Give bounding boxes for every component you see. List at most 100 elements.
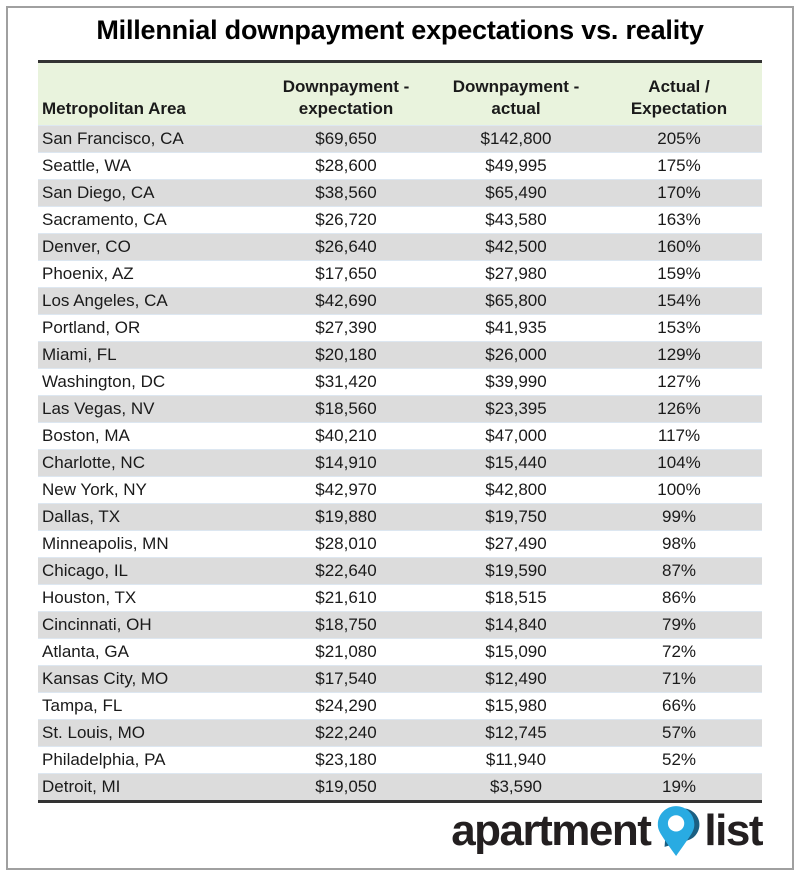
downpayment-expectation-cell: $40,210 [315, 426, 377, 445]
actual-expectation-ratio-cell: 79% [661, 615, 697, 634]
metro-cell: Kansas City, MO [42, 669, 169, 688]
downpayment-expectation-cell: $27,390 [315, 318, 377, 337]
table-row: Portland, OR $27,390 $41,935 153% [38, 314, 762, 341]
apartment-list-logo: apartment list [451, 803, 763, 859]
downpayment-expectation-cell: $20,180 [315, 345, 377, 364]
downpayment-expectation-cell: $18,750 [315, 615, 377, 634]
table-row: San Francisco, CA $69,650 $142,800 205% [38, 125, 762, 152]
table-row: Minneapolis, MN $28,010 $27,490 98% [38, 530, 762, 557]
table-row: Los Angeles, CA $42,690 $65,800 154% [38, 287, 762, 314]
metro-cell: Miami, FL [42, 345, 117, 364]
table-row: St. Louis, MO $22,240 $12,745 57% [38, 719, 762, 746]
downpayment-expectation-cell: $21,610 [315, 588, 377, 607]
downpayment-actual-cell: $15,090 [485, 642, 547, 661]
actual-expectation-ratio-cell: 154% [657, 291, 701, 310]
table-row: Chicago, IL $22,640 $19,590 87% [38, 557, 762, 584]
metro-cell: Boston, MA [42, 426, 130, 445]
actual-expectation-ratio-cell: 98% [661, 534, 697, 553]
metro-cell: Chicago, IL [42, 561, 128, 580]
actual-expectation-ratio-cell: 117% [657, 426, 701, 445]
downpayment-actual-cell: $19,750 [485, 507, 547, 526]
downpayment-expectation-cell: $18,560 [315, 399, 377, 418]
table-row: Denver, CO $26,640 $42,500 160% [38, 233, 762, 260]
metro-cell: Philadelphia, PA [42, 750, 166, 769]
actual-expectation-ratio-cell: 100% [657, 480, 701, 499]
downpayment-expectation-cell: $19,880 [315, 507, 377, 526]
metro-cell: Portland, OR [42, 318, 141, 337]
page-title: Millennial downpayment expectations vs. … [96, 15, 704, 45]
table-row: Atlanta, GA $21,080 $15,090 72% [38, 638, 762, 665]
downpayment-actual-cell: $65,800 [485, 291, 547, 310]
downpayment-expectation-cell: $31,420 [315, 372, 377, 391]
metro-cell: St. Louis, MO [42, 723, 145, 742]
metro-cell: Denver, CO [42, 237, 131, 256]
actual-expectation-ratio-cell: 19% [661, 777, 697, 796]
actual-expectation-ratio-cell: 163% [657, 210, 701, 229]
downpayment-actual-cell: $43,580 [485, 210, 547, 229]
downpayment-expectation-cell: $26,640 [315, 237, 377, 256]
data-table: Metropolitan Area Downpayment - expectatio… [38, 60, 762, 803]
downpayment-expectation-cell: $17,650 [315, 264, 377, 283]
metro-cell: San Diego, CA [42, 183, 155, 202]
table-row: Cincinnati, OH $18,750 $14,840 79% [38, 611, 762, 638]
metro-cell: Atlanta, GA [42, 642, 129, 661]
logo-word-list: list [704, 806, 763, 855]
downpayment-actual-cell: $15,440 [485, 453, 547, 472]
downpayment-actual-cell: $27,980 [485, 264, 547, 283]
downpayment-actual-cell: $42,500 [485, 237, 547, 256]
metro-cell: San Francisco, CA [42, 129, 184, 148]
column-header-actual: Downpayment - actual [452, 77, 580, 118]
metro-cell: Seattle, WA [42, 156, 132, 175]
downpayment-actual-cell: $19,590 [485, 561, 547, 580]
table-row: Sacramento, CA $26,720 $43,580 163% [38, 206, 762, 233]
downpayment-actual-cell: $15,980 [485, 696, 547, 715]
table-row: Boston, MA $40,210 $47,000 117% [38, 422, 762, 449]
downpayment-expectation-cell: $26,720 [315, 210, 377, 229]
downpayment-actual-cell: $12,490 [485, 669, 547, 688]
downpayment-expectation-cell: $69,650 [315, 129, 377, 148]
metro-cell: Las Vegas, NV [42, 399, 155, 418]
actual-expectation-ratio-cell: 87% [661, 561, 697, 580]
metro-cell: Tampa, FL [42, 696, 123, 715]
actual-expectation-ratio-cell: 66% [661, 696, 697, 715]
downpayment-expectation-cell: $42,690 [315, 291, 377, 310]
actual-expectation-ratio-cell: 127% [657, 372, 701, 391]
actual-expectation-ratio-cell: 170% [657, 183, 701, 202]
actual-expectation-ratio-cell: 86% [661, 588, 697, 607]
downpayment-expectation-cell: $14,910 [315, 453, 377, 472]
downpayment-actual-cell: $142,800 [480, 129, 552, 148]
table-row: Washington, DC $31,420 $39,990 127% [38, 368, 762, 395]
table-row: Houston, TX $21,610 $18,515 86% [38, 584, 762, 611]
table-row: Dallas, TX $19,880 $19,750 99% [38, 503, 762, 530]
downpayment-expectation-cell: $38,560 [315, 183, 377, 202]
logo-word-apartment: apartment [451, 806, 652, 855]
downpayment-expectation-cell: $21,080 [315, 642, 377, 661]
metro-cell: Los Angeles, CA [42, 291, 168, 310]
metro-cell: Phoenix, AZ [42, 264, 134, 283]
actual-expectation-ratio-cell: 72% [661, 642, 697, 661]
actual-expectation-ratio-cell: 153% [657, 318, 701, 337]
table-row: San Diego, CA $38,560 $65,490 170% [38, 179, 762, 206]
metro-cell: Sacramento, CA [42, 210, 167, 229]
table-row: Las Vegas, NV $18,560 $23,395 126% [38, 395, 762, 422]
metro-cell: Washington, DC [42, 372, 166, 391]
map-pin-icon [658, 806, 700, 856]
metro-cell: Minneapolis, MN [42, 534, 169, 553]
column-header-ratio: Actual / Expectation [630, 77, 728, 118]
table-body: San Francisco, CA $69,650 $142,800 205% Seat… [38, 125, 762, 800]
downpayment-expectation-cell: $19,050 [315, 777, 377, 796]
actual-expectation-ratio-cell: 159% [657, 264, 701, 283]
downpayment-expectation-cell: $22,240 [315, 723, 377, 742]
metro-cell: Dallas, TX [42, 507, 121, 526]
downpayment-expectation-cell: $42,970 [315, 480, 377, 499]
table-row: Miami, FL $20,180 $26,000 129% [38, 341, 762, 368]
downpayment-actual-cell: $47,000 [485, 426, 547, 445]
actual-expectation-ratio-cell: 129% [657, 345, 701, 364]
table-row: Seattle, WA $28,600 $49,995 175% [38, 152, 762, 179]
downpayment-actual-cell: $39,990 [485, 372, 547, 391]
table-row: Detroit, MI $19,050 $3,590 19% [38, 773, 762, 800]
downpayment-actual-cell: $65,490 [485, 183, 547, 202]
table-row: Kansas City, MO $17,540 $12,490 71% [38, 665, 762, 692]
downpayment-expectation-cell: $28,600 [315, 156, 377, 175]
metro-cell: Cincinnati, OH [42, 615, 152, 634]
